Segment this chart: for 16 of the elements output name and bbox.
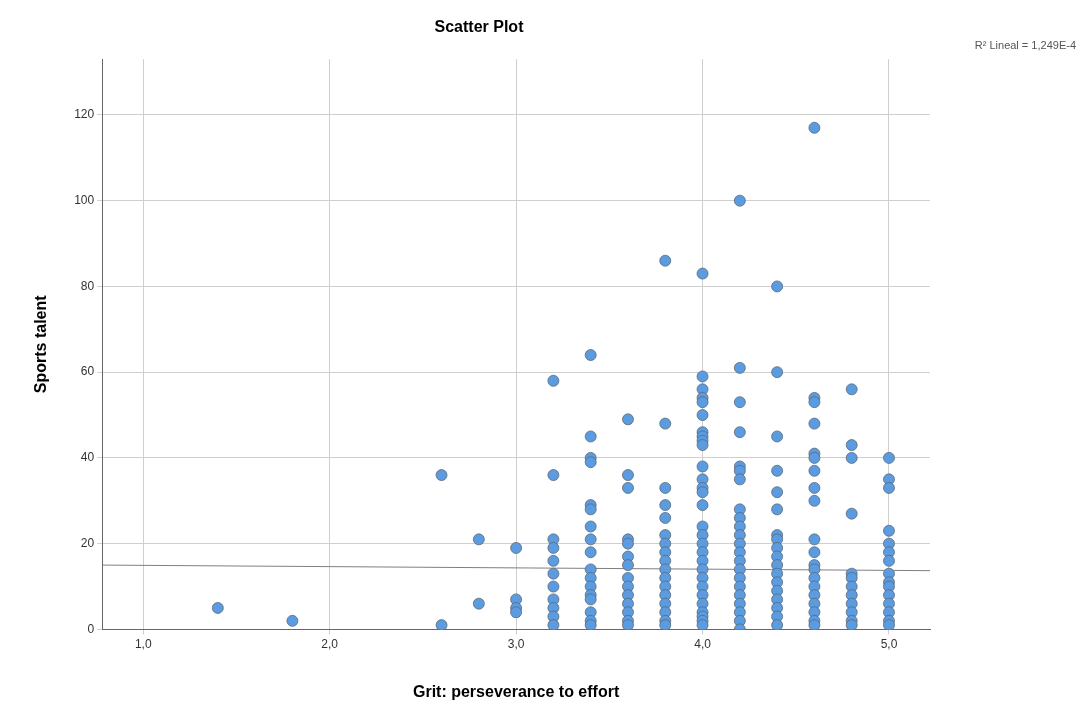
y-tick-label: 0 [87, 621, 95, 636]
y-tick-label: 20 [80, 535, 95, 550]
y-tick-label: 100 [74, 192, 95, 207]
x-tick-label: 5,0 [880, 636, 898, 651]
y-axis-title: Sports talent [32, 294, 50, 394]
text: R² Lineal = 1,249E-4 [974, 39, 1076, 52]
y-tick-label: 60 [80, 364, 95, 379]
x-tick-label: 3,0 [507, 636, 525, 651]
x-tick-label: 2,0 [321, 636, 339, 651]
x-tick-label: 4,0 [694, 636, 712, 651]
x-axis-title: Grit: perseverance to effort [412, 682, 620, 700]
y-tick-label: 40 [80, 450, 95, 465]
chart-title: Scatter Plot [434, 18, 525, 36]
x-tick-label: 1,0 [134, 636, 152, 651]
y-tick-label: 120 [74, 107, 95, 122]
y-tick-label: 80 [80, 278, 95, 293]
